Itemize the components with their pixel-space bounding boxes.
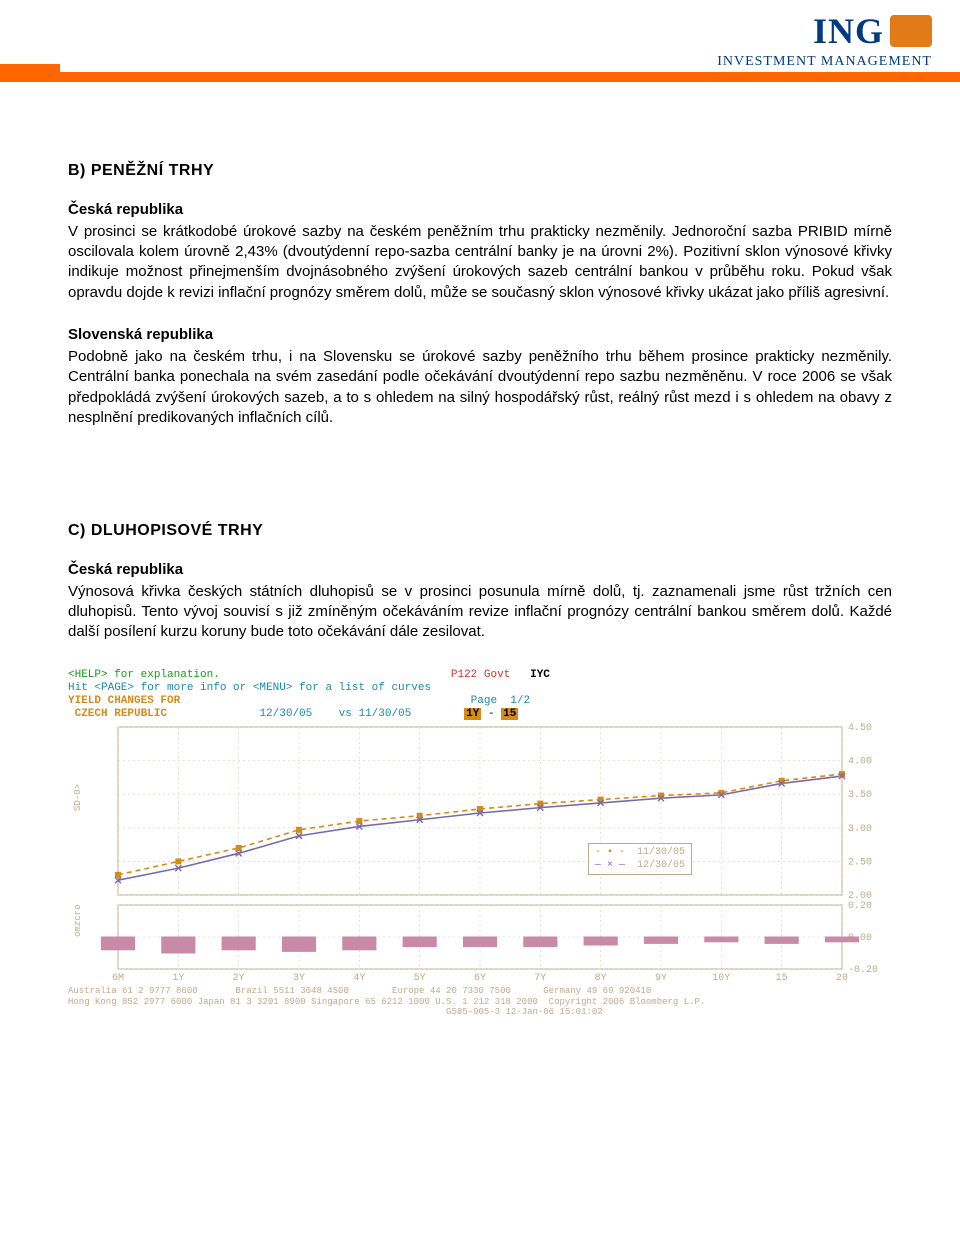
bloomberg-chart: <HELP> for explanation. P122 Govt IYC Hi…: [68, 669, 892, 1018]
svg-text:0.20: 0.20: [848, 901, 872, 912]
x-axis-labels: 6M1Y2Y3Y4Y5Y6Y7Y8Y9Y10Y1520: [68, 973, 892, 984]
svg-text:2.00: 2.00: [848, 891, 872, 901]
page-header: ING INVESTMENT MANAGEMENT: [0, 0, 960, 90]
x-tick: 7Y: [510, 973, 570, 984]
x-tick: 15: [751, 973, 811, 984]
logo-brand: ING: [813, 10, 884, 52]
svg-text:3.50: 3.50: [848, 791, 872, 802]
svg-text:4.00: 4.00: [848, 757, 872, 768]
yield-curve-plot: 2.00 2.50 3.00 3.50 4.00 4.50 SD-0> - ▪ - 11/3…: [68, 721, 892, 901]
chart-legend: - ▪ - 11/30/05 — × — 12/30/05: [588, 843, 692, 875]
change-bars-plot: -0.200.000.20omzcro: [68, 901, 892, 973]
lion-icon: [890, 15, 932, 47]
x-tick: 6M: [88, 973, 148, 984]
section-b-title: B) PENĚŽNÍ TRHY: [68, 160, 892, 182]
x-tick: 3Y: [269, 973, 329, 984]
x-tick: 10Y: [691, 973, 751, 984]
decorative-bar: [0, 72, 960, 82]
cz-subtitle: Česká republika: [68, 200, 892, 220]
x-tick: 9Y: [631, 973, 691, 984]
section-c-title: C) DLUHOPISOVÉ TRHY: [68, 520, 892, 542]
terminal-header: <HELP> for explanation. P122 Govt IYC Hi…: [68, 669, 892, 722]
svg-text:3.00: 3.00: [848, 824, 872, 835]
svg-text:omzcro: omzcro: [73, 905, 83, 937]
x-tick: 6Y: [450, 973, 510, 984]
sk-paragraph: Podobně jako na českém trhu, i na Sloven…: [68, 347, 892, 428]
document-body: B) PENĚŽNÍ TRHY Česká republika V prosin…: [0, 90, 960, 643]
x-tick: 1Y: [148, 973, 208, 984]
sk-subtitle: Slovenská republika: [68, 325, 892, 345]
decorative-tab: [0, 64, 60, 72]
c-cz-paragraph: Výnosová křivka českých státních dluhopi…: [68, 582, 892, 643]
ing-logo: ING INVESTMENT MANAGEMENT: [717, 10, 932, 70]
x-tick: 4Y: [329, 973, 389, 984]
x-tick: 2Y: [209, 973, 269, 984]
x-tick: 20: [812, 973, 872, 984]
terminal-footer: Australia 61 2 9777 8600 Brazil 5511 304…: [68, 986, 892, 1017]
logo-subtitle: INVESTMENT MANAGEMENT: [717, 54, 932, 70]
cz-paragraph: V prosinci se krátkodobé úrokové sazby n…: [68, 222, 892, 303]
svg-text:SD-0>: SD-0>: [73, 784, 83, 811]
x-tick: 8Y: [570, 973, 630, 984]
svg-text:2.50: 2.50: [848, 858, 872, 869]
c-cz-subtitle: Česká republika: [68, 560, 892, 580]
x-tick: 5Y: [389, 973, 449, 984]
svg-text:-0.20: -0.20: [848, 965, 878, 973]
svg-text:4.50: 4.50: [848, 723, 872, 734]
